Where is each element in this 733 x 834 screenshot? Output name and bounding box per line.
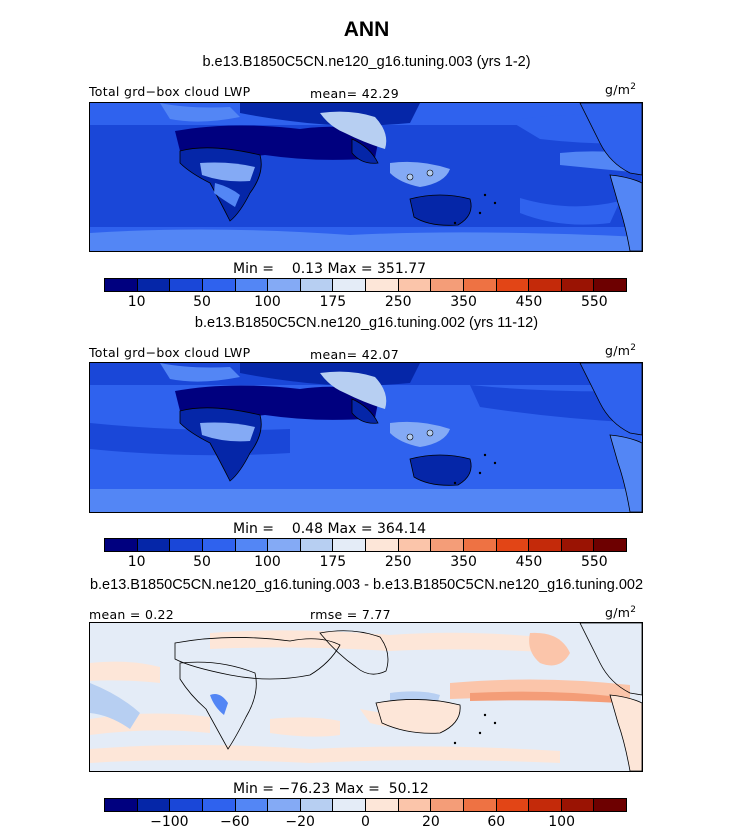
colorbar-swatch	[496, 799, 530, 811]
colorbar-tick-label: 350	[450, 294, 477, 310]
colorbar-swatch	[594, 279, 626, 291]
panel2-variable-label: Total grd−box cloud LWP	[89, 345, 251, 360]
colorbar-tick-label: 175	[319, 294, 347, 310]
panel1-colorbar	[104, 278, 627, 292]
panel1-units: g/m2	[605, 82, 637, 98]
panel2-colorbar-ticks: 10 50 100 175 250 350 450 550	[0, 554, 733, 572]
colorbar-swatch	[333, 799, 366, 811]
colorbar-tick-label: 0	[361, 814, 370, 830]
colorbar-swatch	[529, 799, 562, 811]
colorbar-swatch	[137, 279, 171, 291]
colorbar-swatch	[170, 799, 203, 811]
colorbar-tick-label: 350	[450, 554, 477, 570]
colorbar-swatch	[268, 539, 301, 551]
colorbar-tick-label: 250	[384, 554, 412, 570]
colorbar-tick-label: 250	[384, 294, 412, 310]
colorbar-swatch	[431, 539, 464, 551]
colorbar-swatch	[561, 539, 595, 551]
colorbar-tick-label: 100	[548, 814, 575, 830]
colorbar-swatch	[529, 539, 562, 551]
panel1-minmax: Min = 0.13 Max = 351.77	[233, 261, 427, 277]
colorbar-swatch	[463, 799, 497, 811]
panel1-case-label: b.e13.B1850C5CN.ne120_g16.tuning.003 (yr…	[202, 54, 531, 70]
colorbar-swatch	[105, 279, 138, 291]
colorbar-swatch	[594, 799, 626, 811]
colorbar-swatch	[202, 539, 236, 551]
colorbar-swatch	[366, 279, 399, 291]
colorbar-tick-label: −20	[285, 814, 315, 830]
colorbar-swatch	[398, 279, 432, 291]
panel1-variable-label: Total grd−box cloud LWP	[89, 84, 251, 99]
colorbar-tick-label: −100	[150, 814, 189, 830]
panel3-map	[89, 622, 643, 772]
colorbar-swatch	[594, 539, 626, 551]
colorbar-swatch	[398, 539, 432, 551]
panel2-colorbar	[104, 538, 627, 552]
colorbar-swatch	[398, 799, 432, 811]
colorbar-tick-label: 550	[580, 294, 608, 310]
colorbar-swatch	[268, 799, 301, 811]
colorbar-swatch	[463, 279, 497, 291]
colorbar-tick-label: 450	[515, 554, 543, 570]
panel3-rmse-label: rmse = 7.77	[310, 607, 391, 622]
panel3-minmax: Min = −76.23 Max = 50.12	[233, 781, 429, 797]
panel1-map	[89, 102, 643, 252]
colorbar-tick-label: 50	[193, 554, 211, 570]
panel3-units: g/m2	[605, 605, 637, 621]
colorbar-swatch	[463, 539, 497, 551]
colorbar-swatch	[137, 539, 171, 551]
colorbar-tick-label: 450	[515, 294, 543, 310]
panel1-colorbar-ticks: 10 50 100 175 250 350 450 550	[0, 294, 733, 312]
colorbar-swatch	[137, 799, 171, 811]
panel2-units: g/m2	[605, 343, 637, 359]
panel1-mean-label: mean= 42.29	[310, 86, 399, 101]
colorbar-tick-label: 50	[193, 294, 211, 310]
panel3-colorbar	[104, 798, 627, 812]
colorbar-tick-label: −60	[219, 814, 250, 830]
colorbar-swatch	[202, 799, 236, 811]
panel2-mean-label: mean= 42.07	[310, 347, 399, 362]
colorbar-swatch	[431, 279, 464, 291]
colorbar-tick-label: 20	[421, 814, 440, 830]
colorbar-tick-label: 10	[127, 294, 146, 310]
colorbar-swatch	[105, 539, 138, 551]
colorbar-swatch	[235, 539, 269, 551]
colorbar-tick-label: 175	[319, 554, 347, 570]
colorbar-swatch	[496, 539, 530, 551]
colorbar-swatch	[268, 279, 301, 291]
colorbar-swatch	[333, 279, 366, 291]
colorbar-swatch	[300, 539, 334, 551]
panel2-map	[89, 362, 643, 513]
colorbar-tick-label: 100	[254, 294, 281, 310]
colorbar-swatch	[170, 279, 203, 291]
colorbar-swatch	[170, 539, 203, 551]
panel3-case-label: b.e13.B1850C5CN.ne120_g16.tuning.003 - b…	[89, 577, 644, 593]
colorbar-tick-label: 550	[580, 554, 608, 570]
colorbar-swatch	[366, 799, 399, 811]
colorbar-swatch	[235, 799, 269, 811]
colorbar-swatch	[202, 279, 236, 291]
colorbar-swatch	[529, 279, 562, 291]
panel3-colorbar-ticks: −100 −60 −20 0 20 60 100	[0, 814, 733, 832]
colorbar-swatch	[561, 279, 595, 291]
colorbar-swatch	[235, 279, 269, 291]
figure-title: ANN	[343, 18, 390, 41]
colorbar-swatch	[105, 799, 138, 811]
colorbar-tick-label: 10	[127, 554, 146, 570]
colorbar-tick-label: 60	[487, 814, 506, 830]
colorbar-swatch	[561, 799, 595, 811]
panel3-mean-label: mean = 0.22	[89, 607, 175, 622]
panel2-minmax: Min = 0.48 Max = 364.14	[233, 521, 427, 537]
colorbar-swatch	[431, 799, 464, 811]
colorbar-swatch	[300, 279, 334, 291]
colorbar-swatch	[300, 799, 334, 811]
colorbar-tick-label: 100	[254, 554, 281, 570]
colorbar-swatch	[496, 279, 530, 291]
colorbar-swatch	[333, 539, 366, 551]
panel2-case-label: b.e13.B1850C5CN.ne120_g16.tuning.002 (yr…	[194, 315, 539, 331]
colorbar-swatch	[366, 539, 399, 551]
